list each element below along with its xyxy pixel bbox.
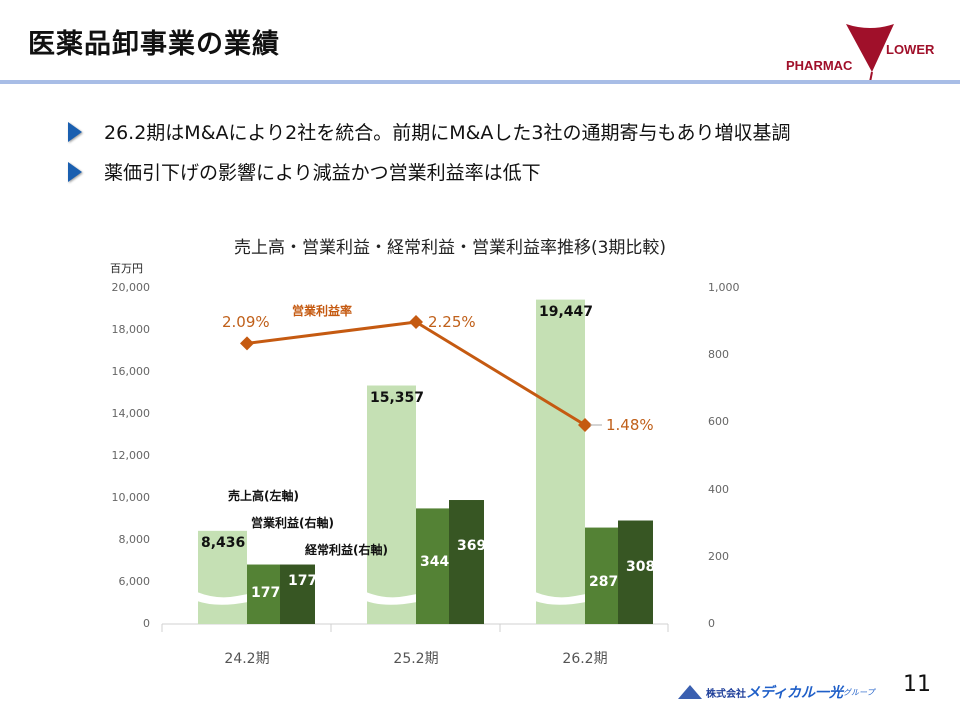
- ordinary-profit-bar: [280, 564, 315, 624]
- axis-break-mark: [366, 592, 417, 605]
- sales-data-label: 19,447: [539, 303, 594, 320]
- x-axis-label: 24.2期: [224, 651, 270, 667]
- right-axis-tick: 600: [708, 415, 729, 429]
- page-title: 医薬品卸事業の業績: [28, 29, 280, 60]
- ordinary-profit-data-label: 177: [288, 572, 318, 589]
- ordinary-profit-data-label: 308: [626, 558, 656, 575]
- bullet-text: 薬価引下げの影響により減益かつ営業利益率は低下: [104, 162, 541, 184]
- operating-profit-data-label: 287: [589, 573, 619, 590]
- operating-profit-bar: [247, 564, 280, 624]
- sales-bar: [536, 299, 585, 624]
- operating-profit-bar: [416, 508, 449, 624]
- bullet-text: 26.2期はM&Aにより2社を統合。前期にM&Aした3社の通期寄与もあり増収基調: [104, 122, 791, 144]
- legend-ordinary-profit: 経常利益(右軸): [305, 543, 388, 557]
- ordinary-profit-data-label: 369: [457, 538, 487, 555]
- legend-operating-margin: 営業利益率: [292, 304, 353, 318]
- operating-margin-data-label: 2.25%: [428, 313, 476, 331]
- right-axis-tick: 1,000: [708, 281, 740, 294]
- bullet-item: 薬価引下げの影響により減益かつ営業利益率は低下: [68, 158, 541, 185]
- operating-profit-data-label: 344: [420, 554, 450, 571]
- axis-break-mark: [535, 592, 586, 605]
- operating-profit-data-label: 177: [251, 584, 281, 601]
- x-axis-label: 26.2期: [562, 651, 608, 667]
- right-axis-tick: 0: [708, 617, 715, 630]
- sales-bar: [367, 385, 416, 624]
- right-axis-tick: 200: [708, 549, 729, 563]
- arrow-bullet-icon: [68, 121, 82, 142]
- legend-operating-profit: 営業利益(右軸): [251, 516, 334, 530]
- footer-brand: メディカル一光: [746, 685, 844, 701]
- axis-break-mark: [197, 592, 248, 605]
- footer-group: グループ: [843, 687, 875, 697]
- footer-company: 株式会社: [706, 688, 746, 700]
- pharmacy-flower-logo: PHARMAC LOWER: [786, 20, 946, 82]
- operating-margin-data-label: 2.09%: [222, 313, 270, 331]
- logo-text-left: PHARMAC: [786, 58, 853, 73]
- left-axis-tick: 6,000: [118, 575, 151, 588]
- x-axis-label: 25.2期: [393, 651, 439, 667]
- operating-margin-marker: [240, 336, 254, 351]
- operating-margin-marker: [578, 418, 592, 433]
- left-axis-tick: 10,000: [111, 491, 151, 504]
- sales-data-label: 8,436: [201, 534, 246, 551]
- ordinary-profit-bar: [449, 500, 484, 624]
- right-axis-tick: 800: [708, 348, 729, 362]
- left-axis-tick: 20,000: [111, 281, 151, 294]
- left-axis-tick: 14,000: [111, 407, 151, 420]
- logo-text-right: LOWER: [886, 42, 935, 57]
- header-divider: [0, 80, 960, 84]
- operating-margin-marker: [409, 315, 423, 329]
- left-axis-tick: 8,000: [118, 533, 151, 546]
- chart-title: 売上高・営業利益・経常利益・営業利益率推移(3期比較): [233, 238, 667, 258]
- operating-margin-data-label: 1.48%: [606, 416, 654, 434]
- page-number: 11: [903, 672, 931, 697]
- sales-bar: [198, 530, 247, 624]
- ordinary-profit-bar: [618, 520, 653, 624]
- legend-sales: 売上高(左軸): [228, 489, 299, 503]
- sales-data-label: 15,357: [370, 389, 425, 406]
- left-axis-unit: 百万円: [110, 262, 143, 275]
- left-axis-tick: 12,000: [111, 449, 151, 462]
- arrow-bullet-icon: [68, 161, 82, 182]
- left-axis-tick: 0: [143, 617, 150, 630]
- bullet-item: 26.2期はM&Aにより2社を統合。前期にM&Aした3社の通期寄与もあり増収基調: [68, 118, 791, 145]
- company-logo-icon: [678, 685, 702, 699]
- operating-profit-bar: [585, 527, 618, 624]
- left-axis-tick: 16,000: [111, 365, 151, 378]
- right-axis-tick: 400: [708, 482, 729, 496]
- footer-logo: 株式会社 メディカル一光 グループ: [678, 682, 875, 702]
- left-axis-tick: 18,000: [111, 323, 151, 336]
